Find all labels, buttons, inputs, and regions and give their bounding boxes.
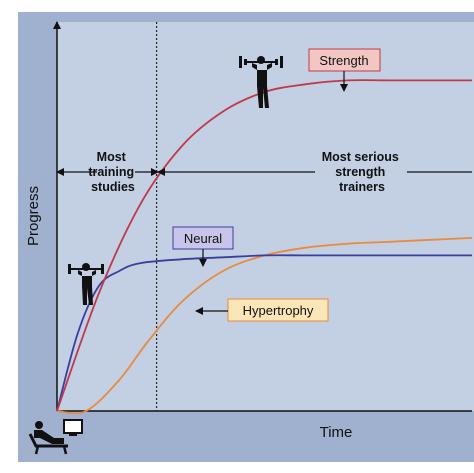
right-region-label: Most serious strength trainers — [322, 150, 403, 194]
series-line-strength — [56, 79, 472, 412]
legend-neural: Neural — [172, 226, 234, 267]
legend-hypertrophy-label: Hypertrophy — [243, 303, 314, 318]
series-line-neural — [56, 254, 472, 412]
weightlifter-icon — [239, 56, 283, 108]
series-line-hypertrophy — [56, 237, 473, 415]
couch-potato-icon — [28, 419, 83, 455]
left-region-annotation: Most training studies — [56, 150, 159, 194]
weightlifter-icon — [68, 263, 104, 305]
x-axis-label: Time — [320, 424, 353, 441]
legend-neural-label: Neural — [184, 231, 222, 246]
legend-strength-label: Strength — [319, 53, 368, 68]
left-region-label: Most training studies — [88, 150, 137, 194]
y-axis-label: Progress — [25, 186, 42, 246]
legend-strength: Strength — [308, 48, 381, 92]
right-region-annotation: Most serious strength trainers — [157, 150, 472, 194]
legend-hypertrophy: Hypertrophy — [195, 298, 329, 322]
